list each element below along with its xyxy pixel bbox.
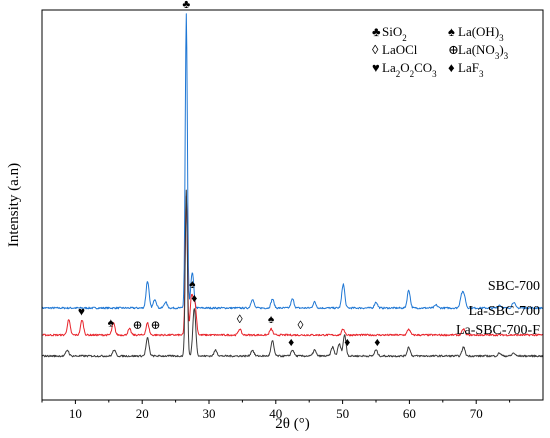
- x-tick-label: 30: [203, 406, 216, 421]
- legend-symbol: ♥: [372, 60, 380, 75]
- peak-marker: ♦: [191, 291, 197, 305]
- series-line-2: [41, 189, 544, 358]
- legend-symbol: ♦: [448, 60, 455, 75]
- series-line-1: [41, 195, 543, 337]
- peak-marker: ⊕: [132, 318, 142, 332]
- x-tick-label: 20: [136, 406, 149, 421]
- legend-symbol: ♣: [372, 24, 381, 39]
- legend-symbol: ⊕: [448, 42, 459, 57]
- y-axis-label: Intensity (a.n): [6, 163, 22, 247]
- peak-marker: ♥: [78, 304, 85, 318]
- legend-label: LaF3: [458, 60, 484, 79]
- peak-marker: ♣: [182, 0, 190, 11]
- series-label-2: La-SBC-700-F: [456, 323, 540, 338]
- x-axis-label: 2θ (°): [275, 416, 309, 432]
- peak-marker: ♠: [268, 312, 275, 326]
- peak-marker: ◊: [237, 312, 243, 326]
- plot-frame: [41, 9, 544, 401]
- peak-marker: ⊕: [151, 318, 161, 332]
- legend-label: La(NO3)3: [458, 42, 509, 61]
- peak-marker: ♠: [189, 277, 196, 291]
- peak-marker: ◊: [298, 318, 304, 332]
- traces-group: [41, 13, 544, 358]
- legend-label: La2O2CO3: [382, 60, 437, 79]
- peak-marker: ♦: [374, 335, 380, 349]
- legend: ♣ SiO2 ♠ La(OH)3 ◊ LaOCl ⊕ La(NO3)3 ♥ La2O2CO3 ♦ La…: [372, 24, 509, 79]
- x-tick-label: 70: [470, 406, 483, 421]
- legend-label: La(OH)3: [458, 24, 504, 43]
- x-tick-label: 50: [336, 406, 349, 421]
- x-tick-label: 10: [69, 406, 82, 421]
- series-line-0: [41, 13, 544, 310]
- x-tick-label: 60: [403, 406, 416, 421]
- series-label-0: SBC-700: [488, 279, 540, 294]
- legend-symbol: ◊: [372, 42, 379, 57]
- legend-label: SiO2: [382, 24, 407, 43]
- legend-label: LaOCl: [382, 42, 418, 57]
- peak-marker: ♠: [108, 316, 115, 330]
- x-tick-label: 40: [269, 406, 282, 421]
- series-label-1: La-SBC-700: [468, 304, 540, 319]
- peak-marker: ♦: [344, 335, 350, 349]
- x-axis-ticks: 10 20 30 40 50 60 70: [41, 400, 511, 421]
- legend-symbol: ♠: [448, 24, 455, 39]
- peak-marker: ♦: [288, 335, 294, 349]
- peak-markers-group: ♣ ♥ ♠ ⊕ ⊕ ♠ ◊ ♠ ◊ ♦ ♦ ♦ ♦: [78, 0, 381, 349]
- series-labels: SBC-700 La-SBC-700 La-SBC-700-F: [456, 279, 540, 338]
